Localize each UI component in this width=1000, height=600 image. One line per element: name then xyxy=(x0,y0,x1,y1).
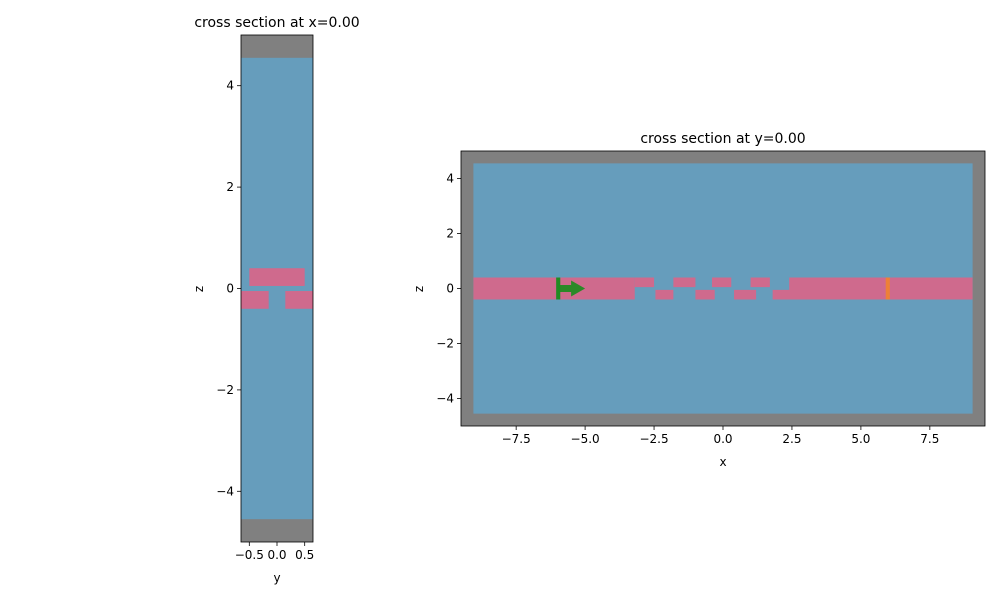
xtick-label: −5.0 xyxy=(571,432,600,446)
xtick-label: 0.0 xyxy=(267,548,286,562)
ytick-label: 2 xyxy=(446,227,454,241)
xtick-label: 5.0 xyxy=(851,432,870,446)
structure-rect-0 xyxy=(473,277,635,300)
yticks-y-section: −4 −2 0 2 4 xyxy=(436,172,461,406)
structure-rect-7 xyxy=(750,277,770,288)
xticks-x-section: −0.5 0.0 0.5 xyxy=(235,542,314,562)
ytick-label: 0 xyxy=(226,282,234,296)
xtick-label: 7.5 xyxy=(920,432,939,446)
structure-rect-2 xyxy=(285,291,313,309)
monitor-rect-11 xyxy=(885,277,890,300)
xtick-label: −2.5 xyxy=(639,432,668,446)
structure-rect-5 xyxy=(711,277,732,288)
ytick-label: 0 xyxy=(446,282,454,296)
xtick-label: 0.5 xyxy=(295,548,314,562)
panel-y-section: cross section at y=0.00 −7.5 −5.0 −2.5 0.0 2… xyxy=(412,131,986,469)
title-y-section: cross section at y=0.00 xyxy=(640,131,805,147)
structure-rect-0 xyxy=(249,268,305,286)
ylabel-y-section: z xyxy=(412,286,426,292)
structure-rect-4 xyxy=(695,289,715,300)
ylabel-x-section: z xyxy=(192,286,206,292)
xlabel-y-section: x xyxy=(719,455,726,469)
ytick-label: 2 xyxy=(226,180,234,194)
medium-region xyxy=(241,57,313,520)
source-rect-10 xyxy=(556,277,561,300)
ytick-label: 4 xyxy=(226,79,234,93)
xtick-label: −7.5 xyxy=(502,432,531,446)
ytick-label: −2 xyxy=(216,383,234,397)
panel-x-section: cross section at x=0.00 −0.5 0.0 0.5 −4 −2 0… xyxy=(192,15,360,585)
source-direction-arrow-0 xyxy=(558,280,586,297)
structure-rect-1 xyxy=(634,277,655,288)
structure-rect-3 xyxy=(673,277,696,288)
ytick-label: −2 xyxy=(436,337,454,351)
xticks-y-section: −7.5 −5.0 −2.5 0.0 2.5 5.0 7.5 xyxy=(502,426,939,446)
ytick-label: −4 xyxy=(216,484,234,498)
structure-rect-6 xyxy=(734,289,757,300)
ytick-label: −4 xyxy=(436,392,454,406)
plot-area-x-section xyxy=(240,34,314,543)
ytick-label: 4 xyxy=(446,172,454,186)
xtick-label: 2.5 xyxy=(782,432,801,446)
structure-rect-2 xyxy=(655,289,674,300)
structure-rect-8 xyxy=(772,289,801,300)
yticks-x-section: −4 −2 0 2 4 xyxy=(216,79,241,498)
structure-rect-1 xyxy=(241,291,269,309)
plot-area-y-section xyxy=(460,150,986,427)
xtick-label: −0.5 xyxy=(235,548,264,562)
title-x-section: cross section at x=0.00 xyxy=(194,15,359,31)
xtick-label: 0.0 xyxy=(713,432,732,446)
structure-rect-9 xyxy=(789,277,973,300)
xlabel-x-section: y xyxy=(273,571,280,585)
